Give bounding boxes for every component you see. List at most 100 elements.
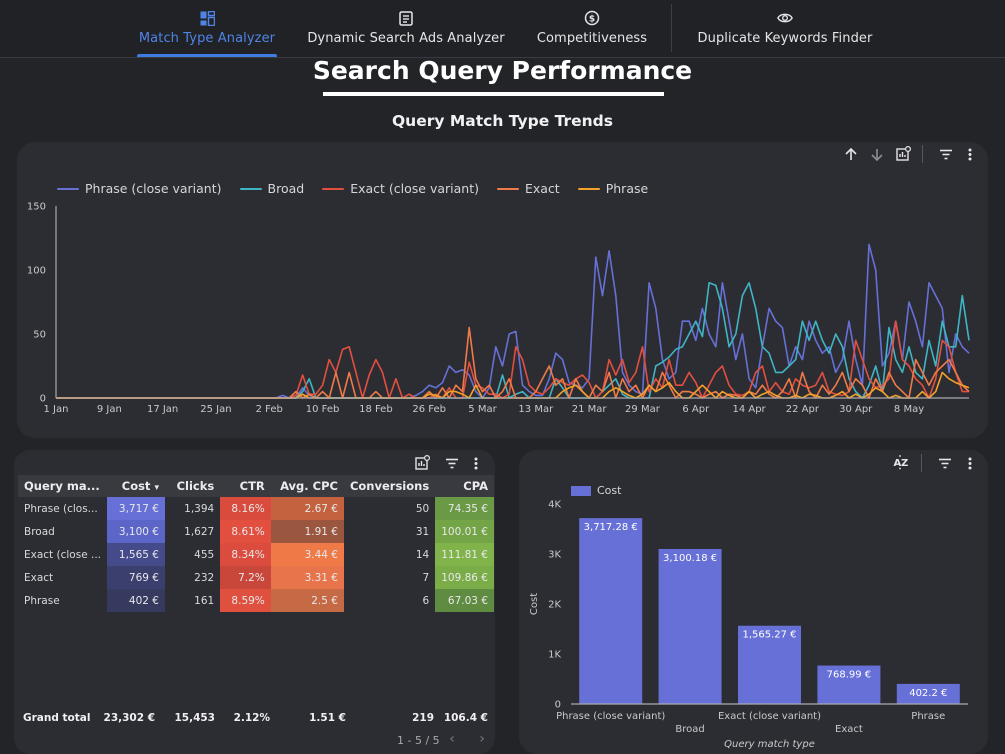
cell-clicks: 161 (194, 594, 215, 607)
table-row[interactable]: Exact 769 € 232 7.2% 3.31 € 7 109.86 € (18, 566, 494, 589)
legend-item[interactable]: Exact (close variant) (322, 181, 479, 196)
grand-total-clicks: 15,453 (174, 712, 215, 724)
filter-icon[interactable] (444, 455, 460, 471)
column-header-clicks[interactable]: Clicks (164, 475, 221, 497)
bar[interactable] (658, 548, 722, 704)
x-tick-label: Exact (835, 724, 863, 735)
tab-label: Duplicate Keywords Finder (697, 31, 873, 46)
cell-query-match-type: Exact (close ... (24, 548, 102, 561)
more-vert-icon[interactable] (468, 455, 484, 471)
toolbar-divider (921, 454, 922, 472)
next-page-button[interactable]: › (479, 731, 485, 747)
svg-text:$: $ (589, 15, 595, 25)
column-header-avg-cpc[interactable]: Avg. CPC (270, 475, 344, 497)
tab-label: Match Type Analyzer (138, 31, 276, 46)
y-tick-label: 4K (548, 500, 561, 511)
more-vert-icon[interactable] (962, 146, 978, 162)
grand-total-conversions: 219 (412, 712, 434, 724)
cell-cost: 3,717 € (107, 497, 165, 520)
toolbar-divider (922, 145, 923, 163)
column-header-conversions[interactable]: Conversions (343, 475, 436, 497)
x-tick-label: 10 Feb (306, 404, 340, 415)
bar[interactable] (896, 683, 960, 704)
nav-divider (671, 4, 672, 52)
dashboard-icon (199, 10, 215, 26)
legend-item[interactable]: Phrase (577, 181, 649, 196)
x-tick-label: 1 Jan (44, 404, 69, 415)
cell-query-match-type: Phrase (24, 594, 60, 607)
x-tick-label: 25 Jan (200, 404, 231, 415)
x-tick-label: Broad (675, 724, 704, 735)
cell-clicks: 232 (194, 571, 215, 584)
x-axis-title: Query match type (724, 739, 815, 750)
bar[interactable] (817, 665, 881, 704)
cell-avg-cpc: 1.91 € (270, 520, 344, 543)
y-tick-label: 1K (548, 650, 561, 661)
line-chart-legend: Phrase (close variant) Broad Exact (close … (57, 181, 648, 196)
chart-settings-icon[interactable] (414, 454, 430, 470)
column-header-ctr[interactable]: CTR (220, 475, 271, 497)
tab-match-type-analyzer[interactable]: Match Type Analyzer (137, 0, 277, 58)
x-tick-label: Phrase (911, 711, 945, 722)
line-chart-card: Phrase (close variant) Broad Exact (close … (17, 142, 988, 438)
column-header-query-match-type[interactable]: Query ma... (18, 475, 108, 497)
tab-duplicate-keywords-finder[interactable]: Duplicate Keywords Finder (693, 0, 877, 58)
cell-avg-cpc: 2.5 € (270, 589, 344, 612)
column-header-cpa[interactable]: CPA (435, 475, 494, 497)
tab-label: Dynamic Search Ads Analyzer (307, 31, 505, 46)
cell-query-match-type: Exact (24, 571, 54, 584)
grand-total-cost: 23,302 € (103, 712, 155, 724)
arrow-down-icon[interactable] (869, 146, 885, 162)
cell-cpa: 111.81 € (435, 543, 494, 566)
legend-label: Phrase (605, 181, 649, 196)
legend-label-cost: Cost (597, 484, 622, 497)
svg-text:A: A (894, 458, 902, 469)
filter-icon[interactable] (937, 455, 953, 471)
bar[interactable] (738, 625, 801, 704)
x-tick-label: 17 Jan (147, 404, 178, 415)
series-line-exact[interactable] (56, 326, 970, 399)
x-tick-label: 21 Mar (572, 404, 608, 415)
bar-chart: 0 1K 2K 3K 4K Cost 3,717.28 € Phrase (close var… (529, 500, 968, 750)
grand-total-ctr: 2.12% (233, 712, 270, 724)
legend-item[interactable]: Exact (496, 181, 560, 196)
cell-cost: 1,565 € (107, 543, 165, 566)
cell-cost: 769 € (107, 566, 165, 589)
previous-page-button[interactable]: ‹ (449, 731, 455, 747)
legend-item[interactable]: Broad (239, 181, 304, 196)
cell-ctr: 8.34% (220, 543, 271, 566)
x-tick-label: 30 Apr (839, 404, 873, 415)
page-title: Search Query Performance (312, 56, 693, 85)
bar[interactable] (579, 518, 643, 704)
tab-competitiveness[interactable]: $ Competitiveness (535, 0, 649, 58)
y-tick-label: 3K (548, 550, 561, 561)
chart-settings-icon[interactable] (895, 145, 911, 161)
tab-dynamic-search-ads-analyzer[interactable]: Dynamic Search Ads Analyzer (305, 0, 507, 58)
cell-cpa: 67.03 € (435, 589, 494, 612)
cell-conversions: 50 (415, 502, 430, 515)
table-row[interactable]: Exact (close ... 1,565 € 455 8.34% 3.44 € 14 1… (18, 543, 494, 566)
bar-value-label: 3,100.18 € (663, 553, 717, 564)
section-title: Query Match Type Trends (391, 112, 613, 130)
column-header-cost[interactable]: Cost ▾ (107, 475, 165, 497)
tab-label: Competitiveness (536, 31, 648, 46)
performance-table: Query ma... Cost ▾ Clicks CTR Avg. CPC C… (18, 475, 494, 612)
active-tab-indicator (137, 54, 277, 57)
dollar-circle-icon: $ (584, 10, 600, 26)
cell-conversions: 14 (415, 548, 430, 561)
cell-cpa: 100.01 € (435, 520, 494, 543)
table-row[interactable]: Phrase 402 € 161 8.59% 2.5 € 6 67.03 € (18, 589, 494, 612)
cell-clicks: 455 (194, 548, 215, 561)
series-line-broad[interactable] (56, 282, 970, 399)
table-row[interactable]: Broad 3,100 € 1,627 8.61% 1.91 € 31 100.01 € (18, 520, 494, 543)
x-tick-label: 6 Apr (682, 404, 710, 415)
arrow-up-icon[interactable] (843, 146, 859, 162)
x-tick-label: 26 Feb (412, 404, 446, 415)
filter-icon[interactable] (938, 146, 954, 162)
table-row[interactable]: Phrase (clos... 3,717 € 1,394 8.16% 2.67 € 50… (18, 497, 494, 520)
legend-item[interactable]: Phrase (close variant) (57, 181, 222, 196)
cell-query-match-type: Phrase (clos... (24, 502, 98, 515)
more-vert-icon[interactable] (962, 455, 978, 471)
